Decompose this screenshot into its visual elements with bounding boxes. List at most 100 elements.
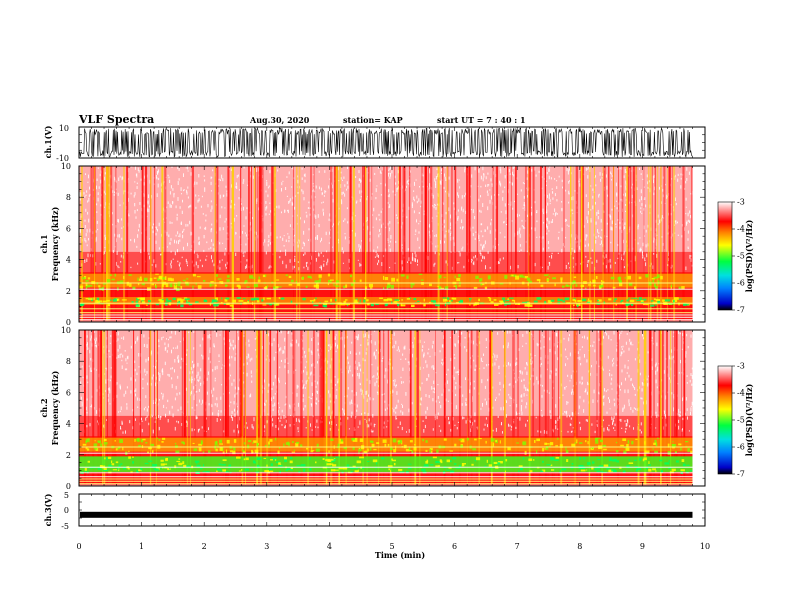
spectrogram-speckle [531, 212, 533, 216]
spectrogram-speckle [148, 405, 150, 408]
spectrogram-speckle [204, 188, 206, 192]
spectrogram-speckle [202, 451, 205, 453]
spectrogram-speckle [210, 176, 212, 180]
frequency-tick-label: 4 [66, 256, 71, 265]
spectrogram-speckle [447, 297, 450, 300]
spectrogram-speckle [82, 277, 86, 280]
spectrogram-speckle [584, 391, 586, 393]
spectrogram-speckle [199, 344, 201, 347]
spectrogram-speckle [249, 275, 254, 279]
spectrogram-speckle [569, 334, 570, 337]
spectrogram-speckle [363, 299, 366, 303]
spectrogram-speckle [243, 451, 246, 454]
spectrogram-speckle [80, 235, 82, 238]
spectrogram-streak [154, 330, 155, 486]
spectrogram-speckle [304, 351, 306, 354]
spectrogram-streak [660, 166, 662, 322]
spectrogram-speckle [252, 426, 254, 430]
spectrogram-speckle [563, 337, 565, 340]
spectrogram-speckle [678, 298, 682, 300]
spectrogram-speckle [143, 182, 145, 186]
spectrogram-speckle [490, 178, 492, 182]
spectrogram-speckle [155, 273, 159, 275]
spectrogram-speckle [619, 389, 621, 391]
spectrogram-streak [114, 330, 117, 486]
spectrogram-speckle [356, 409, 358, 412]
spectrogram-speckle [662, 299, 664, 302]
spectrogram-speckle [208, 403, 210, 406]
spectrogram-speckle [130, 192, 132, 195]
spectrogram-speckle [95, 230, 97, 233]
spectrogram-speckle [126, 281, 129, 286]
spectrogram-speckle [565, 265, 567, 269]
spectrogram-speckle [431, 386, 433, 390]
spectrogram-speckle [282, 237, 284, 241]
spectrogram-speckle [646, 174, 648, 178]
spectrogram-speckle [434, 391, 436, 394]
spectrogram-speckle [359, 190, 361, 194]
spectrogram-speckle [104, 247, 106, 249]
spectrogram-streak [382, 166, 385, 322]
spectrogram-speckle [304, 405, 306, 408]
spectrogram-speckle [646, 378, 648, 381]
spectrogram-speckle [167, 419, 169, 423]
spectrogram-streak [98, 330, 100, 486]
spectrogram-speckle [193, 386, 195, 390]
spectrogram-streak [588, 330, 591, 486]
spectrogram-speckle [130, 266, 132, 269]
spectrogram-speckle [235, 182, 237, 186]
spectrogram-speckle [450, 357, 452, 362]
spectrogram-speckle [505, 299, 510, 302]
spectrogram-speckle [299, 185, 300, 189]
spectrogram-speckle [391, 277, 395, 282]
spectrogram-speckle [340, 368, 342, 371]
spectrogram-speckle [290, 279, 294, 283]
spectrogram-speckle [130, 377, 132, 381]
spectrogram-speckle [590, 209, 592, 211]
spectrogram-speckle [175, 205, 177, 209]
spectrogram-speckle [387, 298, 392, 301]
spectrogram-streak [647, 166, 650, 322]
spectrogram-speckle [596, 360, 598, 365]
spectrogram-speckle [642, 256, 644, 259]
spectrogram-speckle [453, 207, 455, 211]
spectrogram-speckle [328, 450, 330, 453]
spectrogram-speckle [87, 438, 90, 441]
spectrogram-speckle [381, 262, 383, 266]
spectrogram-streak [563, 166, 565, 322]
spectrogram-speckle [303, 244, 305, 247]
spectrogram-speckle [587, 243, 589, 247]
spectrogram-speckle [643, 198, 645, 200]
spectrogram-speckle [374, 256, 376, 258]
spectrogram-streak [258, 330, 261, 486]
spectrogram-speckle [369, 283, 373, 288]
spectrogram-speckle [480, 283, 485, 286]
spectrogram-speckle [667, 232, 669, 235]
spectrogram-speckle [323, 195, 325, 197]
spectrogram-speckle [339, 417, 341, 420]
spectrogram-speckle [402, 353, 404, 356]
spectrogram-speckle [600, 236, 602, 239]
spectrogram-speckle [137, 234, 139, 238]
spectrogram-speckle [478, 298, 480, 302]
spectrogram-speckle [363, 450, 366, 453]
spectrogram-speckle [214, 284, 217, 287]
spectrogram-speckle [155, 240, 157, 244]
spectrogram-speckle [234, 408, 235, 412]
spectrogram-speckle [549, 348, 551, 353]
spectrogram-speckle [193, 347, 195, 350]
spectrogram-speckle [638, 276, 642, 280]
spectrogram-speckle [86, 335, 88, 338]
spectrogram-speckle [179, 206, 181, 209]
spectrogram-speckle [297, 283, 300, 286]
spectrogram-speckle [314, 380, 316, 383]
spectrogram-speckle [233, 347, 235, 351]
spectrogram-speckle [625, 188, 627, 191]
spectrogram-speckle [288, 235, 290, 239]
spectrogram-speckle [183, 189, 184, 192]
spectrogram-speckle [555, 404, 557, 408]
spectrogram-speckle [262, 274, 266, 278]
spectrogram-speckle [499, 389, 501, 391]
spectrogram-speckle [126, 368, 128, 371]
spectrogram-speckle [429, 183, 431, 187]
